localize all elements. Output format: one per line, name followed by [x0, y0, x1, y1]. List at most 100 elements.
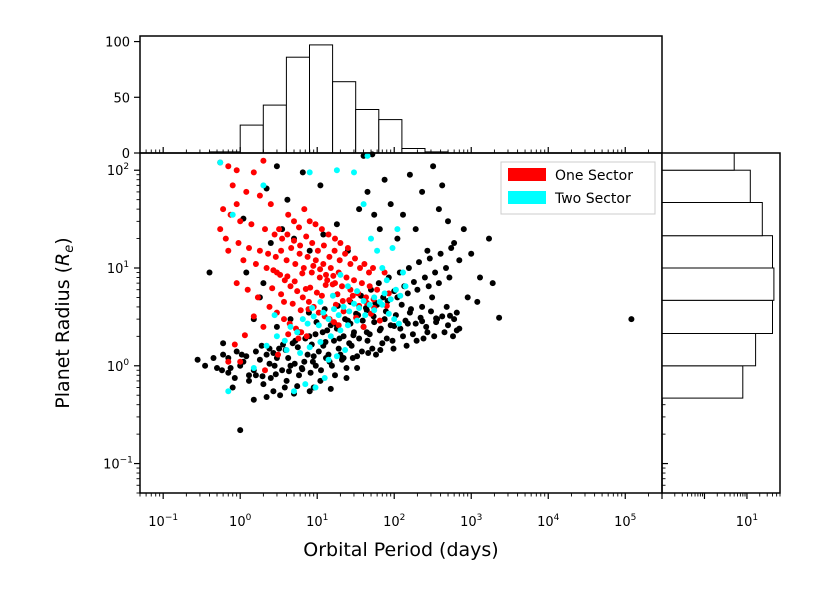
- point-one-sector: [281, 316, 287, 323]
- point-two-sector: [391, 316, 398, 323]
- point-one-sector: [266, 303, 273, 310]
- point-all: [375, 280, 382, 287]
- point-one-sector: [252, 261, 259, 267]
- point-two-sector: [379, 265, 386, 271]
- point-all: [365, 350, 372, 356]
- point-all: [489, 280, 496, 287]
- point-two-sector: [271, 312, 278, 319]
- point-all: [350, 332, 357, 339]
- point-all: [263, 351, 270, 358]
- point-all: [267, 375, 274, 381]
- point-all: [206, 269, 213, 276]
- point-one-sector: [288, 245, 295, 251]
- point-two-sector: [335, 312, 342, 319]
- point-all: [294, 344, 301, 351]
- point-two-sector: [297, 350, 304, 356]
- point-two-sector: [291, 388, 297, 395]
- point-all: [432, 269, 439, 276]
- point-all: [243, 269, 250, 276]
- point-all: [628, 316, 635, 323]
- point-all: [383, 335, 390, 342]
- point-one-sector: [278, 291, 285, 298]
- point-one-sector: [237, 218, 244, 225]
- point-one-sector: [329, 281, 336, 288]
- top-histogram-bar: [262, 104, 287, 154]
- point-all: [310, 353, 317, 360]
- point-all: [426, 255, 433, 262]
- point-all: [468, 250, 475, 257]
- top-hist-y-tick-label: 50: [113, 91, 130, 106]
- point-all: [258, 342, 265, 349]
- point-one-sector: [269, 285, 276, 292]
- point-one-sector: [303, 333, 310, 340]
- point-all: [227, 365, 234, 371]
- point-all: [400, 333, 406, 340]
- point-one-sector: [267, 201, 274, 208]
- point-all: [416, 259, 422, 266]
- point-all: [279, 367, 286, 374]
- point-all: [272, 371, 279, 378]
- point-two-sector: [371, 307, 378, 314]
- point-two-sector: [327, 333, 334, 340]
- point-one-sector: [225, 358, 232, 365]
- point-two-sector: [317, 339, 324, 345]
- point-all: [429, 294, 436, 301]
- point-one-sector: [318, 226, 325, 233]
- point-one-sector: [352, 255, 358, 262]
- point-one-sector: [349, 292, 356, 299]
- point-one-sector: [285, 331, 292, 338]
- point-one-sector: [326, 253, 333, 260]
- point-all: [419, 303, 426, 310]
- point-all: [273, 163, 280, 170]
- point-one-sector: [271, 231, 278, 238]
- point-one-sector: [343, 274, 350, 281]
- point-all: [460, 226, 467, 233]
- point-all: [332, 372, 338, 379]
- point-one-sector: [243, 188, 250, 195]
- point-one-sector: [265, 250, 272, 257]
- point-one-sector: [287, 283, 294, 290]
- point-one-sector: [320, 261, 327, 267]
- point-all: [259, 373, 266, 380]
- point-all: [453, 309, 460, 316]
- legend-swatch-one-sector: [508, 168, 546, 181]
- point-all: [409, 331, 416, 338]
- point-all: [446, 274, 453, 281]
- point-all: [319, 329, 326, 336]
- right-histogram-bar: [661, 365, 744, 399]
- point-all: [285, 355, 292, 361]
- point-all: [496, 314, 503, 321]
- point-all: [412, 320, 419, 327]
- point-two-sector: [362, 312, 369, 319]
- point-all: [377, 347, 384, 353]
- right-histogram-bar: [661, 152, 735, 171]
- point-all: [419, 188, 426, 195]
- point-two-sector: [360, 298, 367, 304]
- point-all: [373, 351, 379, 358]
- point-all: [202, 362, 209, 369]
- point-all: [277, 392, 284, 399]
- point-one-sector: [300, 265, 307, 271]
- point-all: [315, 348, 322, 355]
- right-histogram-bar: [661, 202, 763, 237]
- point-one-sector: [292, 261, 299, 267]
- point-all: [276, 345, 283, 352]
- top-histogram-bar: [378, 119, 403, 154]
- point-one-sector: [260, 323, 267, 330]
- point-all: [296, 372, 302, 379]
- point-one-sector: [306, 218, 313, 225]
- point-one-sector: [272, 253, 279, 260]
- point-two-sector: [325, 356, 332, 363]
- point-all: [412, 226, 419, 233]
- point-all: [424, 329, 431, 336]
- point-all: [371, 319, 378, 326]
- point-all: [335, 345, 342, 352]
- right-histogram-bar: [661, 333, 757, 367]
- point-two-sector: [321, 375, 328, 381]
- point-all: [327, 385, 334, 392]
- point-two-sector: [364, 152, 371, 159]
- point-all: [387, 201, 394, 208]
- point-one-sector: [346, 297, 353, 304]
- point-all: [273, 323, 280, 330]
